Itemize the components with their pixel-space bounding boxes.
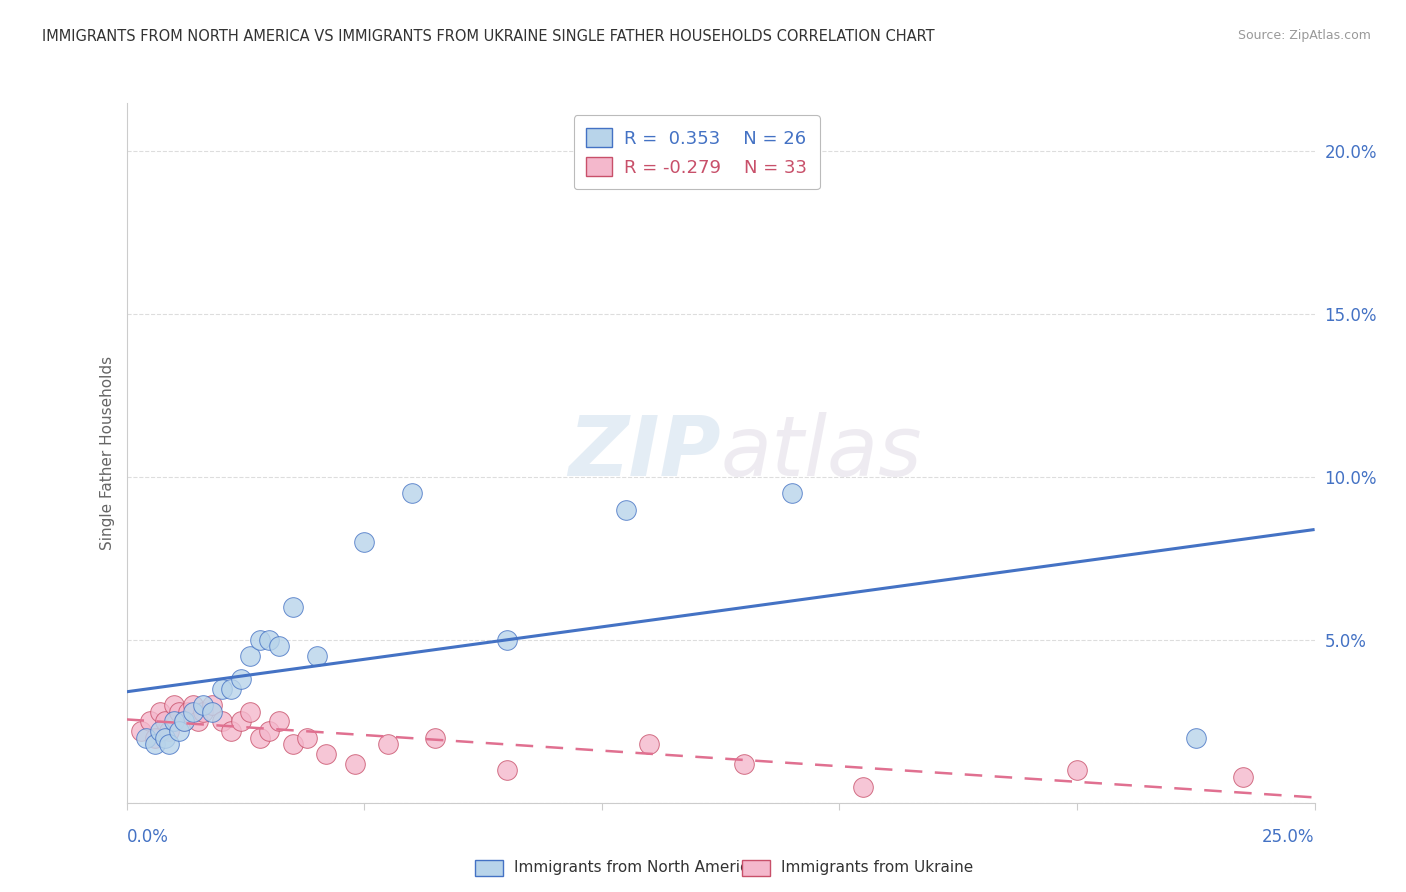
Point: [281, 600, 304, 615]
Point: [267, 714, 290, 729]
Point: [495, 632, 517, 647]
Point: [177, 705, 200, 719]
Legend: R =  0.353    N = 26, R = -0.279    N = 33: R = 0.353 N = 26, R = -0.279 N = 33: [574, 115, 820, 189]
Point: [187, 714, 209, 729]
Point: [167, 724, 190, 739]
Point: [281, 737, 304, 751]
Text: 0.0%: 0.0%: [127, 828, 169, 846]
Point: [295, 731, 318, 745]
Point: [401, 486, 423, 500]
Point: [315, 747, 337, 761]
Point: [353, 535, 375, 549]
Point: [257, 632, 280, 647]
Text: atlas: atlas: [721, 412, 922, 493]
Point: [343, 756, 366, 771]
Point: [239, 649, 262, 664]
Point: [1232, 770, 1254, 784]
Point: [191, 698, 214, 712]
Point: [614, 502, 637, 516]
Point: [181, 705, 204, 719]
Point: [229, 714, 252, 729]
Text: 25.0%: 25.0%: [1263, 828, 1315, 846]
Point: [211, 681, 233, 696]
Point: [181, 698, 204, 712]
Point: [852, 780, 875, 794]
Point: [249, 731, 271, 745]
Point: [157, 724, 180, 739]
Point: [153, 714, 176, 729]
Point: [201, 705, 224, 719]
Point: [211, 714, 233, 729]
Point: [149, 724, 172, 739]
Point: [167, 705, 190, 719]
Point: [229, 672, 252, 686]
Point: [135, 731, 157, 745]
Point: [425, 731, 447, 745]
Point: [495, 763, 517, 777]
Point: [139, 714, 162, 729]
Point: [239, 705, 262, 719]
Text: Source: ZipAtlas.com: Source: ZipAtlas.com: [1237, 29, 1371, 43]
Point: [733, 756, 755, 771]
Point: [173, 714, 195, 729]
Point: [249, 632, 271, 647]
Text: IMMIGRANTS FROM NORTH AMERICA VS IMMIGRANTS FROM UKRAINE SINGLE FATHER HOUSEHOLD: IMMIGRANTS FROM NORTH AMERICA VS IMMIGRA…: [42, 29, 935, 45]
Point: [153, 731, 176, 745]
Point: [129, 724, 152, 739]
Point: [191, 705, 214, 719]
Point: [305, 649, 328, 664]
Point: [638, 737, 661, 751]
Point: [163, 698, 186, 712]
Point: [267, 640, 290, 654]
Point: [157, 737, 180, 751]
Text: ZIP: ZIP: [568, 412, 721, 493]
Text: Immigrants from North America: Immigrants from North America: [515, 861, 758, 875]
Point: [201, 698, 224, 712]
Point: [1066, 763, 1088, 777]
Point: [219, 724, 242, 739]
Point: [149, 705, 172, 719]
Point: [143, 737, 166, 751]
Text: Immigrants from Ukraine: Immigrants from Ukraine: [782, 861, 973, 875]
Y-axis label: Single Father Households: Single Father Households: [100, 356, 115, 549]
Point: [377, 737, 399, 751]
Point: [780, 486, 803, 500]
Point: [257, 724, 280, 739]
Point: [143, 731, 166, 745]
Point: [163, 714, 186, 729]
Point: [1185, 731, 1208, 745]
Point: [173, 714, 195, 729]
Point: [219, 681, 242, 696]
